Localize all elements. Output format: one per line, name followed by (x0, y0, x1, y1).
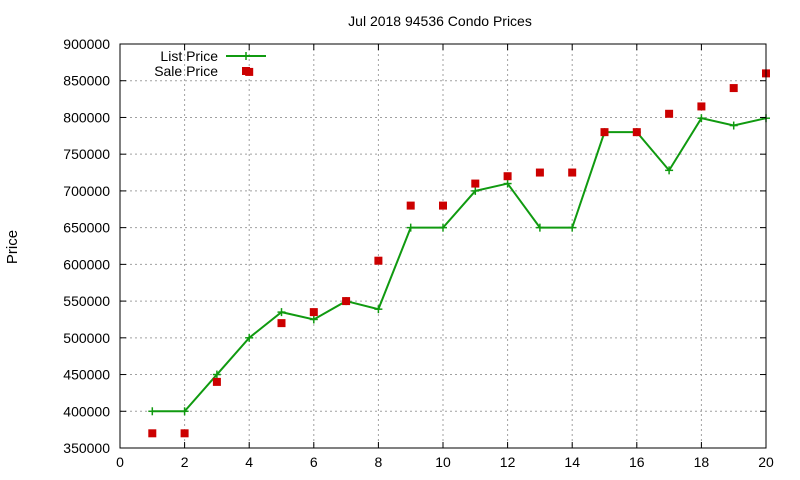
x-tick-label: 8 (375, 454, 383, 470)
list-price-point (697, 114, 706, 123)
sale-price-point (471, 179, 480, 188)
list-price-point (245, 333, 254, 342)
y-tick-label: 650000 (63, 220, 110, 236)
list-price-point (180, 407, 189, 416)
legend-swatch-sale-price (242, 67, 250, 75)
sale-price-point (665, 109, 674, 118)
sale-price-point (342, 297, 351, 306)
x-tick-label: 16 (629, 454, 645, 470)
y-tick-label: 450000 (63, 367, 110, 383)
y-tick-label: 600000 (63, 256, 110, 272)
sale-price-point (374, 256, 383, 265)
sale-price-point (148, 429, 157, 438)
axis-ticks: 0 2 4 6 8 10 12 14 16 18 20 350000 400000 450000 50000… (63, 36, 774, 470)
y-axis-label: Price (4, 230, 21, 264)
list-price-point (309, 315, 318, 324)
y-tick-label: 850000 (63, 73, 110, 89)
x-tick-label: 2 (181, 454, 189, 470)
y-tick-label: 350000 (63, 440, 110, 456)
series-layer (148, 67, 770, 438)
sale-price-point (309, 308, 318, 317)
sale-price-point (600, 128, 609, 137)
legend-label-list-price: List Price (160, 48, 218, 64)
list-price-line (152, 117, 767, 413)
x-tick-label: 10 (435, 454, 451, 470)
list-price-point (148, 407, 157, 416)
sale-price-point (568, 168, 577, 177)
sale-price-point (535, 168, 544, 177)
list-price-point (665, 166, 674, 175)
list-price-point (503, 179, 512, 188)
sale-price-point (406, 201, 415, 210)
grid (120, 44, 766, 448)
sale-price-point (212, 377, 221, 386)
y-tick-label: 400000 (63, 403, 110, 419)
legend-label-sale-price: Sale Price (154, 63, 218, 79)
x-tick-label: 12 (500, 454, 516, 470)
list-price-point (568, 223, 577, 232)
y-tick-label: 800000 (63, 109, 110, 125)
y-tick-label: 500000 (63, 330, 110, 346)
chart-title: Jul 2018 94536 Condo Prices (348, 13, 532, 29)
sale-price-point (697, 102, 706, 111)
x-tick-label: 4 (245, 454, 253, 470)
x-tick-label: 20 (758, 454, 774, 470)
y-tick-label: 550000 (63, 293, 110, 309)
list-price-point (729, 121, 738, 130)
y-tick-label: 750000 (63, 146, 110, 162)
sale-price-point (439, 201, 447, 210)
list-price-point (406, 223, 415, 232)
y-tick-label: 900000 (63, 36, 110, 52)
x-tick-label: 0 (116, 454, 124, 470)
legend-marker-list-price (242, 52, 250, 60)
list-price-point (471, 186, 480, 195)
sale-price-point (180, 429, 189, 438)
sale-price-point (277, 319, 286, 328)
x-tick-label: 14 (564, 454, 580, 470)
list-price-point (439, 223, 447, 232)
sale-price-point (729, 84, 738, 93)
list-price-point (535, 223, 544, 232)
x-tick-label: 18 (694, 454, 710, 470)
list-price-point (277, 308, 286, 317)
list-price-point (212, 370, 221, 379)
sale-price-point (632, 128, 641, 137)
x-tick-label: 6 (310, 454, 318, 470)
sale-price-point (503, 172, 512, 181)
list-price-point (374, 305, 383, 314)
y-tick-label: 700000 (63, 183, 110, 199)
